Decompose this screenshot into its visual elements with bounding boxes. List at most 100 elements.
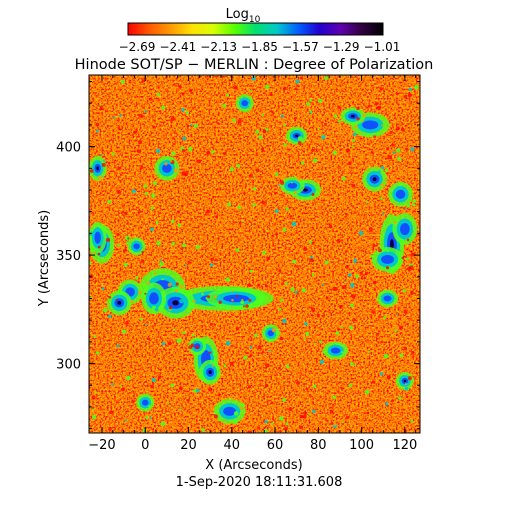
background-speck <box>402 167 406 170</box>
polarization-speck <box>222 103 227 108</box>
polarization-speck <box>251 76 256 81</box>
background-speck <box>118 273 121 276</box>
background-speck <box>404 383 407 386</box>
background-speck <box>265 363 270 368</box>
polarization-speck <box>280 114 284 118</box>
background-speck <box>89 169 94 173</box>
polarization-speck <box>367 350 371 353</box>
background-speck <box>89 409 92 413</box>
polarization-patch-core <box>223 406 237 416</box>
background-speck <box>275 286 279 289</box>
background-speck <box>333 357 337 361</box>
background-speck <box>257 426 261 430</box>
background-speck <box>145 273 149 276</box>
polarization-speck <box>377 170 381 174</box>
background-speck <box>340 99 344 103</box>
polarization-speck <box>142 428 147 433</box>
background-speck <box>346 319 350 323</box>
background-speck <box>356 117 360 121</box>
polarization-speck <box>319 359 324 364</box>
background-speck <box>228 88 233 93</box>
background-speck <box>360 156 364 161</box>
background-speck <box>409 339 413 343</box>
polarization-speck <box>110 382 114 386</box>
background-speck <box>294 87 298 90</box>
background-speck <box>223 201 228 206</box>
background-speck <box>392 304 395 307</box>
colorbar-tick-labels: −2.69 −2.41 −2.13 −1.85 −1.57 −1.29 −1.01 <box>119 40 401 54</box>
background-speck <box>399 169 403 174</box>
background-speck <box>109 410 113 415</box>
plot-frame <box>88 74 421 434</box>
background-speck <box>231 389 235 393</box>
polarization-speck <box>332 150 337 155</box>
x-axis-label: X (Arcseconds) <box>205 458 302 473</box>
background-speck <box>362 88 365 91</box>
background-speck <box>369 289 373 293</box>
polarization-speck <box>379 371 384 376</box>
background-speck <box>374 102 379 106</box>
polarization-speck <box>262 250 266 255</box>
background-speck <box>302 269 306 273</box>
background-speck <box>336 307 340 311</box>
polarization-speck <box>182 136 187 141</box>
background-speck <box>108 162 111 165</box>
background-speck <box>340 130 344 133</box>
background-speck <box>176 210 181 214</box>
polarization-speck <box>394 329 398 332</box>
polarization-speck <box>242 220 245 222</box>
background-speck <box>278 210 281 213</box>
background-speck <box>350 421 355 426</box>
background-speck <box>216 188 219 190</box>
background-speck <box>213 414 218 419</box>
background-speck <box>248 298 252 302</box>
background-speck <box>280 337 284 341</box>
background-speck <box>186 398 190 402</box>
polarization-speck <box>171 151 176 156</box>
colorbar-title-subscript: 10 <box>249 15 261 25</box>
background-speck <box>397 152 400 155</box>
polarization-speck <box>155 148 161 154</box>
polarization-speck <box>333 114 338 118</box>
background-speck <box>220 110 223 114</box>
polarization-speck <box>253 176 256 179</box>
polarization-speck <box>161 341 166 346</box>
polarization-speck <box>268 349 271 352</box>
polarization-patch-peak <box>403 379 407 383</box>
background-speck <box>243 342 247 346</box>
background-speck <box>116 189 121 194</box>
background-speck <box>236 114 239 117</box>
polarization-speck <box>348 383 353 388</box>
background-speck <box>391 320 397 325</box>
background-speck <box>113 255 116 258</box>
background-speck <box>283 86 287 91</box>
polarization-speck <box>181 107 185 112</box>
background-speck <box>136 149 141 153</box>
background-speck <box>125 162 130 166</box>
background-speck <box>109 267 114 271</box>
polarization-speck <box>282 318 287 324</box>
polarization-speck <box>182 243 187 248</box>
y-axis: 300 350 400 <box>56 81 420 430</box>
background-speck <box>138 210 142 214</box>
background-speck <box>153 125 156 129</box>
polarization-speck <box>364 389 370 395</box>
background-speck <box>249 313 253 317</box>
background-speck <box>188 156 193 160</box>
background-speck <box>393 403 398 407</box>
polarization-speck <box>318 98 323 103</box>
background-speck <box>351 150 355 154</box>
background-speck <box>271 234 274 238</box>
background-speck <box>410 252 415 257</box>
background-speck <box>163 195 168 199</box>
background-speck <box>127 133 130 136</box>
polarization-speck <box>285 364 290 369</box>
background-speck <box>247 283 252 287</box>
polarization-speck <box>321 283 325 286</box>
background-speck <box>377 274 380 277</box>
background-speck <box>154 192 159 196</box>
background-speck <box>164 162 168 166</box>
y-axis-label: Y (Arcseconds) <box>37 210 52 307</box>
background-speck <box>108 427 112 431</box>
